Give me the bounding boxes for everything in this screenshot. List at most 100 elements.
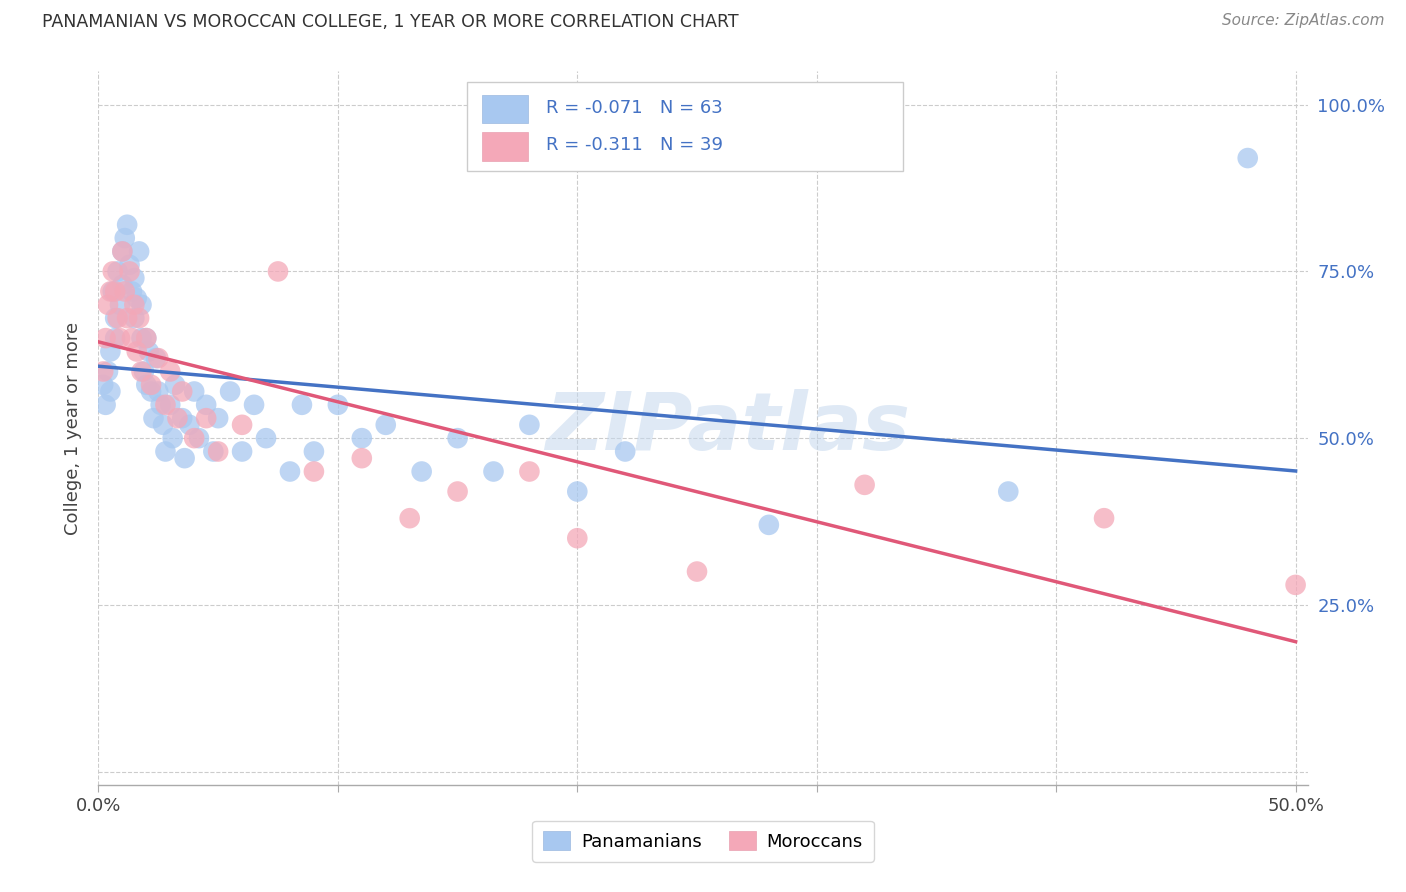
FancyBboxPatch shape [467, 82, 903, 171]
Point [111, 244, 134, 259]
Point [100, 344, 122, 359]
Point [131, 364, 153, 378]
Point [231, 417, 253, 432]
Point [155, 398, 177, 412]
Point [411, 465, 433, 479]
Point [162, 431, 184, 445]
Point [350, 431, 373, 445]
Point [128, 244, 150, 259]
Point [231, 444, 253, 458]
Point [104, 331, 127, 345]
Point [121, 331, 143, 345]
Point [142, 411, 165, 425]
Point [125, 291, 148, 305]
Point [302, 465, 325, 479]
Text: ZIPatlas: ZIPatlas [544, 389, 910, 467]
Point [326, 398, 349, 412]
Point [179, 417, 201, 432]
Point [758, 517, 780, 532]
Bar [482, 132, 527, 161]
Point [519, 465, 541, 479]
Point [128, 311, 150, 326]
Point [107, 311, 129, 326]
Point [108, 331, 131, 345]
Point [101, 264, 124, 278]
Point [131, 331, 153, 345]
Point [118, 258, 141, 272]
Point [135, 377, 157, 392]
Point [104, 285, 127, 299]
Y-axis label: College, 1 year or more: College, 1 year or more [63, 322, 82, 534]
Point [111, 244, 134, 259]
Point [139, 384, 162, 399]
Point [163, 377, 186, 392]
Point [219, 384, 242, 399]
Point [172, 411, 194, 425]
Point [243, 398, 266, 412]
Point [567, 531, 589, 545]
Point [195, 411, 218, 425]
Point [152, 417, 174, 432]
Point [446, 431, 468, 445]
Point [202, 444, 225, 458]
Point [172, 384, 194, 399]
Point [114, 231, 136, 245]
Point [183, 431, 205, 445]
Point [155, 444, 177, 458]
Point [291, 398, 314, 412]
Point [1236, 151, 1258, 165]
Point [1284, 578, 1306, 592]
Point [173, 451, 195, 466]
Point [139, 377, 162, 392]
Point [686, 565, 709, 579]
Text: Source: ZipAtlas.com: Source: ZipAtlas.com [1222, 13, 1385, 29]
Point [104, 311, 127, 326]
Point [148, 384, 170, 399]
Point [135, 331, 157, 345]
Point [1092, 511, 1115, 525]
Point [148, 351, 170, 365]
Point [519, 417, 541, 432]
Point [121, 285, 143, 299]
Point [111, 277, 134, 292]
Point [149, 398, 172, 412]
Text: PANAMANIAN VS MOROCCAN COLLEGE, 1 YEAR OR MORE CORRELATION CHART: PANAMANIAN VS MOROCCAN COLLEGE, 1 YEAR O… [42, 13, 738, 31]
Legend: Panamanians, Moroccans: Panamanians, Moroccans [533, 821, 873, 862]
Point [398, 511, 420, 525]
Point [132, 364, 155, 378]
Point [183, 384, 205, 399]
Point [188, 431, 211, 445]
Point [614, 444, 637, 458]
Point [131, 298, 153, 312]
Point [114, 285, 136, 299]
Point [166, 411, 188, 425]
Point [350, 451, 373, 466]
Point [446, 484, 468, 499]
Point [94, 331, 117, 345]
Bar [482, 95, 527, 123]
Point [853, 478, 876, 492]
Point [100, 384, 122, 399]
Point [91, 377, 114, 392]
Point [124, 311, 146, 326]
Point [115, 311, 138, 326]
Text: R = -0.311   N = 39: R = -0.311 N = 39 [546, 136, 723, 153]
Point [997, 484, 1019, 499]
Point [159, 364, 181, 378]
Point [108, 298, 131, 312]
Point [482, 465, 505, 479]
Text: R = -0.071   N = 63: R = -0.071 N = 63 [546, 99, 723, 117]
Point [567, 484, 589, 499]
Point [97, 298, 120, 312]
Point [124, 271, 146, 285]
Point [115, 218, 138, 232]
Point [254, 431, 277, 445]
Point [125, 344, 148, 359]
Point [207, 411, 229, 425]
Point [145, 351, 167, 365]
Point [138, 344, 160, 359]
Point [91, 364, 114, 378]
Point [267, 264, 290, 278]
Point [374, 417, 396, 432]
Point [207, 444, 229, 458]
